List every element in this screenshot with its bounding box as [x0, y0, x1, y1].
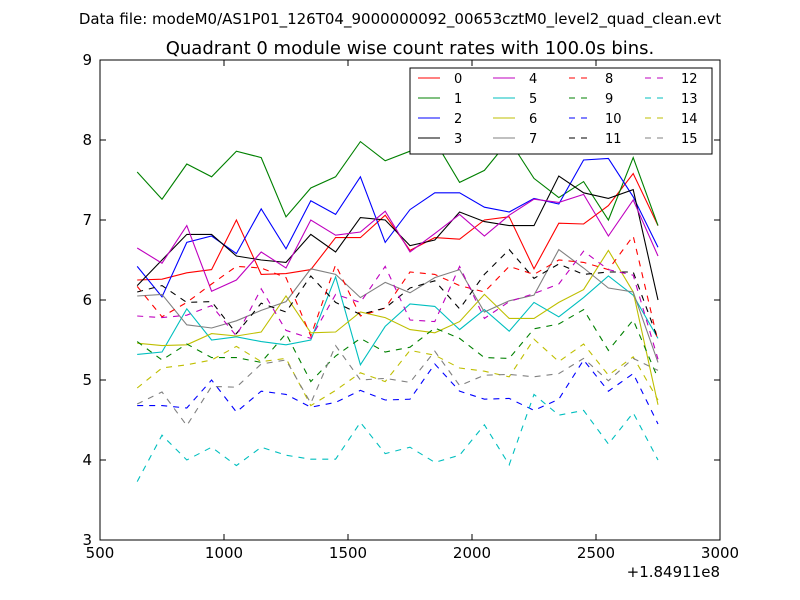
- legend-label-4: 4: [529, 72, 537, 87]
- series-line-15: [136, 344, 659, 427]
- legend-label-2: 2: [454, 112, 462, 127]
- series-line-1: [136, 139, 659, 226]
- series-line-2: [136, 157, 659, 298]
- legend-label-10: 10: [605, 112, 622, 127]
- legend-label-12: 12: [681, 72, 698, 87]
- x-offset-label: +1.84911e8: [627, 563, 720, 581]
- legend-label-8: 8: [605, 72, 613, 87]
- series-line-6: [137, 249, 659, 405]
- legend-label-5: 5: [529, 92, 537, 107]
- x-tick-label: 1000: [205, 544, 243, 562]
- chart-suptitle: Data file: modeM0/AS1P01_126T04_90000000…: [79, 10, 721, 29]
- legend-label-9: 9: [605, 92, 613, 107]
- series-line-9: [136, 308, 659, 383]
- x-tick-label: 2000: [453, 544, 491, 562]
- series-line-14: [136, 338, 659, 407]
- y-tick-label: 7: [82, 211, 92, 229]
- legend-box: [409, 67, 713, 155]
- x-tick-label: 500: [86, 544, 115, 562]
- legend-label-11: 11: [605, 132, 622, 147]
- y-tick-label: 6: [82, 291, 92, 309]
- series-line-13: [136, 393, 659, 482]
- legend-label-14: 14: [681, 112, 698, 127]
- series-line-3: [136, 175, 659, 301]
- x-tick-label: 2500: [577, 544, 615, 562]
- legend-label-15: 15: [681, 132, 698, 147]
- x-tick-label: 1500: [329, 544, 367, 562]
- series-line-11: [137, 248, 659, 340]
- series-line-8: [136, 234, 659, 342]
- series-line-5: [137, 275, 659, 367]
- y-tick-label: 3: [82, 531, 92, 549]
- legend-label-13: 13: [681, 92, 698, 107]
- series-line-10: [137, 359, 659, 425]
- legend-label-7: 7: [529, 132, 537, 147]
- legend-label-3: 3: [454, 132, 462, 147]
- chart-title: Quadrant 0 module wise count rates with …: [166, 38, 655, 59]
- series-line-4: [136, 193, 659, 292]
- x-tick-label: 3000: [701, 544, 739, 562]
- plot-area: 500 1000 1500 2000 2500 300034567890123456789…: [82, 51, 739, 562]
- y-tick-label: 4: [82, 451, 92, 469]
- y-tick-label: 8: [82, 131, 92, 149]
- legend-label-0: 0: [454, 72, 462, 87]
- series-line-7: [137, 248, 659, 363]
- legend-label-1: 1: [454, 92, 462, 107]
- y-tick-label: 5: [82, 371, 92, 389]
- y-tick-label: 9: [82, 51, 92, 69]
- series-line-12: [137, 250, 659, 360]
- legend-label-6: 6: [529, 112, 537, 127]
